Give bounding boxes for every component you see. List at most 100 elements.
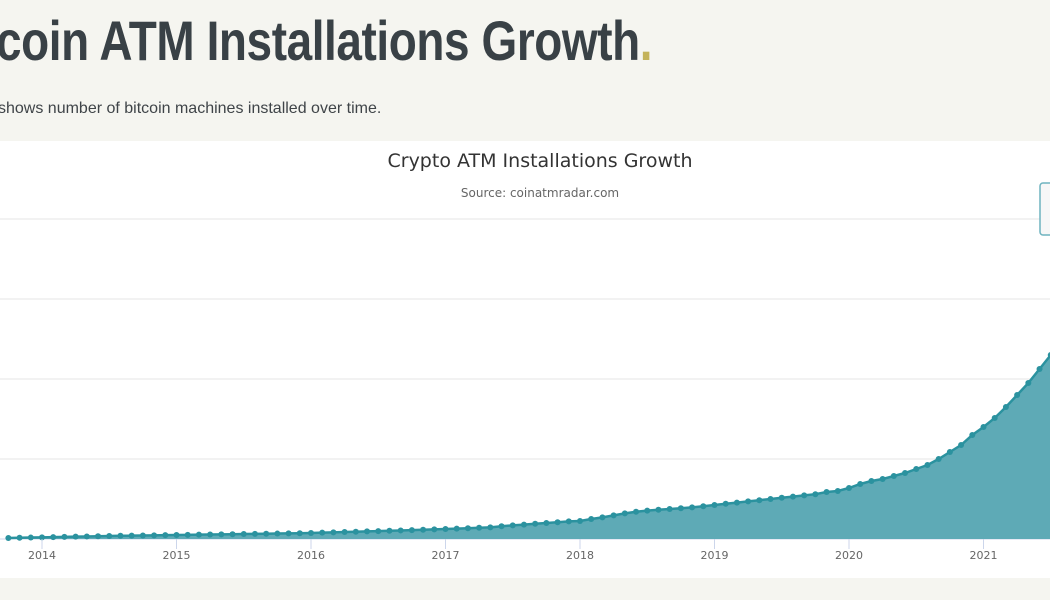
data-point[interactable] [1014,392,1021,398]
data-point[interactable] [644,507,651,514]
data-point[interactable] [375,528,382,535]
data-point[interactable] [599,514,606,521]
data-point[interactable] [565,518,572,525]
data-point[interactable] [151,532,158,539]
data-point[interactable] [162,532,169,539]
data-point[interactable] [711,502,718,508]
data-point[interactable] [1025,380,1032,386]
data-point[interactable] [117,532,124,539]
data-point[interactable] [229,531,236,538]
data-point[interactable] [476,524,483,531]
data-point[interactable] [913,466,920,472]
data-point[interactable] [689,504,696,511]
data-point[interactable] [532,520,539,527]
x-tick-label: 2018 [566,549,594,562]
data-point[interactable] [464,525,471,532]
data-point[interactable] [442,526,449,532]
data-point[interactable] [61,533,68,540]
data-point[interactable] [834,488,841,494]
data-point[interactable] [823,489,830,495]
data-point[interactable] [319,529,326,536]
data-point[interactable] [218,531,225,538]
x-tick-label: 2020 [835,549,863,562]
data-point[interactable] [745,498,752,505]
data-point[interactable] [72,533,79,540]
data-point[interactable] [128,532,135,539]
data-point[interactable] [487,524,494,531]
data-point[interactable] [756,497,763,504]
data-point[interactable] [588,516,595,522]
data-point[interactable] [543,520,550,526]
data-point[interactable] [95,533,102,540]
data-point[interactable] [700,503,707,510]
data-point[interactable] [846,485,852,491]
data-point[interactable] [621,510,628,517]
data-point[interactable] [969,432,976,438]
data-point[interactable] [633,508,640,515]
data-point[interactable] [902,470,909,476]
data-point[interactable] [980,424,987,430]
data-point[interactable] [352,528,359,535]
data-point[interactable] [251,530,258,537]
data-point[interactable] [812,491,819,498]
data-point[interactable] [5,535,12,542]
data-point[interactable] [139,532,146,539]
x-tick-label: 2015 [163,549,191,562]
data-point[interactable] [184,531,191,538]
data-point[interactable] [991,415,998,421]
data-point[interactable] [274,530,281,537]
data-point[interactable] [173,532,180,538]
data-point[interactable] [789,493,796,500]
data-point[interactable] [509,522,516,529]
data-point[interactable] [207,531,214,538]
data-point[interactable] [296,530,303,537]
data-point[interactable] [308,530,314,536]
data-point[interactable] [1002,404,1009,410]
x-tick-label: 2014 [28,549,56,562]
data-point[interactable] [890,473,897,479]
data-point[interactable] [453,525,460,532]
data-point[interactable] [397,527,404,534]
data-point[interactable] [868,478,875,484]
data-point[interactable] [330,529,337,536]
data-point[interactable] [722,500,729,507]
x-tick-label: 2019 [701,549,729,562]
data-point[interactable] [879,476,886,482]
data-point[interactable] [386,527,393,534]
data-point[interactable] [106,532,113,539]
data-point[interactable] [16,534,23,541]
data-point[interactable] [27,534,34,541]
data-point[interactable] [666,506,673,512]
data-point[interactable] [408,527,415,534]
data-point[interactable] [801,492,808,499]
data-point[interactable] [364,528,371,535]
data-point[interactable] [958,442,965,448]
data-point[interactable] [935,456,942,462]
data-point[interactable] [655,506,662,513]
data-point[interactable] [263,530,270,537]
data-point[interactable] [240,531,247,538]
data-point[interactable] [285,530,292,537]
data-point[interactable] [857,481,864,487]
data-point[interactable] [39,534,45,541]
data-point[interactable] [924,462,931,468]
data-point[interactable] [554,519,561,526]
data-point[interactable] [946,449,953,455]
data-point[interactable] [677,505,684,512]
data-point[interactable] [733,499,740,506]
data-point[interactable] [778,494,785,501]
data-point[interactable] [431,526,438,533]
data-point[interactable] [420,526,427,533]
data-point[interactable] [498,523,505,530]
data-point[interactable] [341,529,348,536]
data-point[interactable] [1036,366,1043,372]
data-point[interactable] [195,531,202,538]
data-point[interactable] [50,534,57,541]
data-point[interactable] [83,533,90,540]
data-point[interactable] [767,496,774,502]
data-point[interactable] [610,512,617,519]
data-point[interactable] [577,518,583,524]
data-point[interactable] [520,521,527,528]
data-point[interactable] [1047,352,1050,358]
